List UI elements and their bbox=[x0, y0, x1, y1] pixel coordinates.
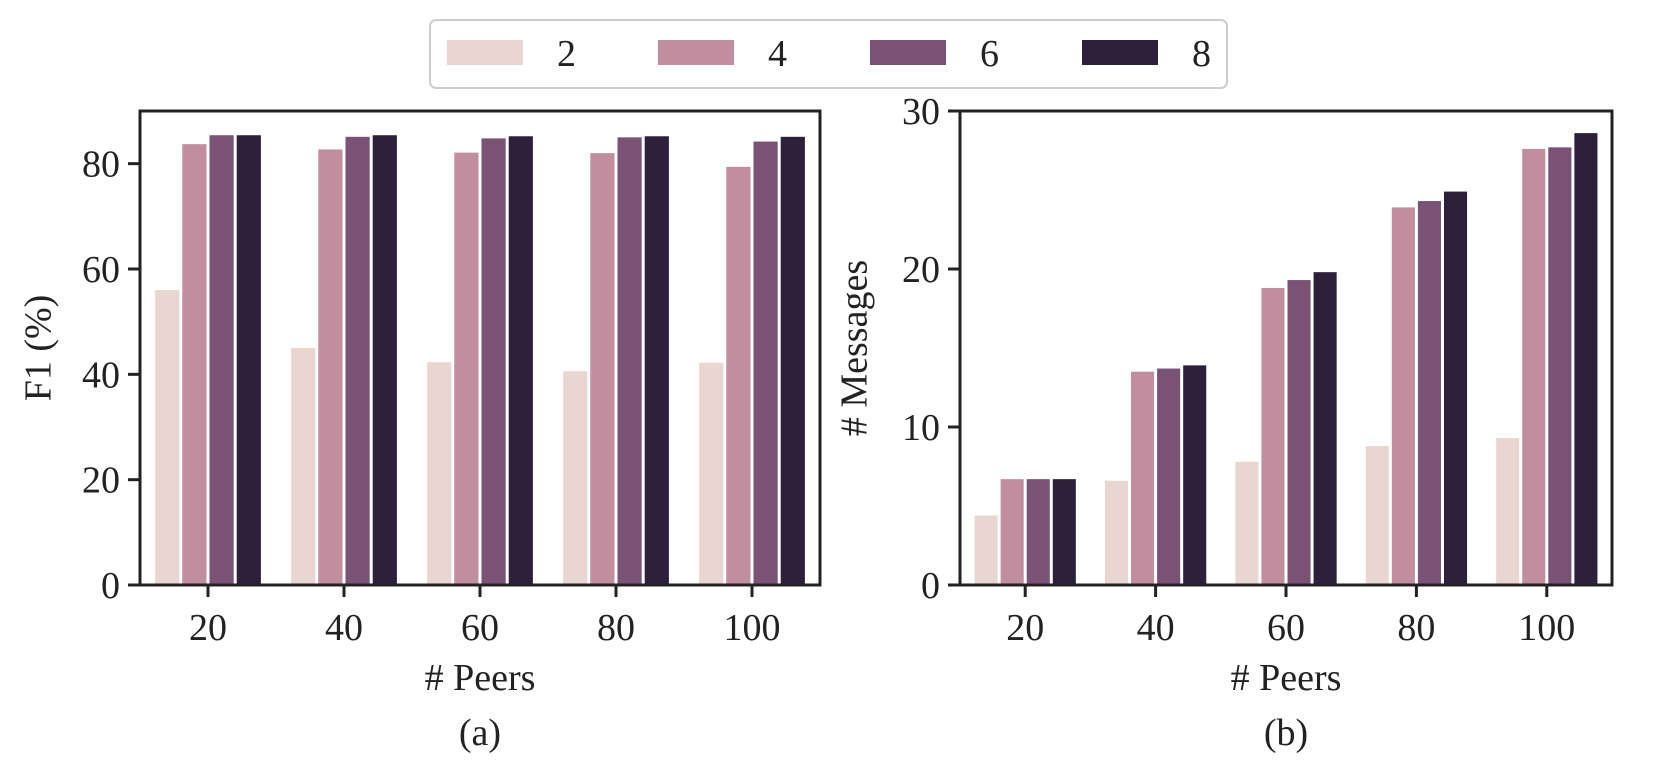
y-tick-label-a-40: 40 bbox=[82, 354, 120, 396]
y-tick-label-a-80: 80 bbox=[82, 144, 120, 186]
bar-a-20-series-4 bbox=[182, 144, 207, 585]
bar-b-100-series-8 bbox=[1574, 133, 1598, 585]
bar-b-60-series-8 bbox=[1313, 272, 1337, 585]
panel-a-bars bbox=[155, 135, 805, 586]
bar-b-60-series-4 bbox=[1261, 287, 1285, 585]
y-tick-label-b-10: 10 bbox=[902, 407, 940, 449]
panel-a-caption: (a) bbox=[459, 712, 501, 754]
bar-a-40-series-4 bbox=[318, 149, 343, 585]
bar-a-80-series-4 bbox=[590, 153, 615, 585]
bar-b-100-series-2 bbox=[1496, 438, 1520, 585]
bar-a-20-series-8 bbox=[236, 135, 261, 586]
legend-label-4: 4 bbox=[768, 33, 787, 75]
bar-b-20-series-4 bbox=[1000, 479, 1024, 585]
bar-a-100-series-4 bbox=[726, 166, 751, 585]
legend-label-8: 8 bbox=[1192, 33, 1211, 75]
bar-b-60-series-6 bbox=[1287, 280, 1311, 585]
bar-b-40-series-4 bbox=[1131, 371, 1155, 585]
panel-b: 0 10 20 30 20 40 60 80 100 # Messages # Peers (… bbox=[834, 91, 1614, 754]
legend: 2 4 6 8 bbox=[429, 19, 1228, 89]
bar-b-100-series-6 bbox=[1548, 147, 1572, 585]
x-tick-label-b-100: 100 bbox=[1518, 607, 1575, 649]
bar-a-60-series-6 bbox=[481, 138, 506, 585]
bar-a-20-series-6 bbox=[209, 135, 234, 586]
bar-b-60-series-2 bbox=[1235, 461, 1259, 585]
bar-a-60-series-4 bbox=[454, 152, 479, 586]
panel-b-caption: (b) bbox=[1264, 712, 1308, 754]
legend-swatch-6 bbox=[870, 40, 946, 65]
legend-label-6: 6 bbox=[980, 33, 999, 75]
panel-b-y-label: # Messages bbox=[834, 260, 876, 436]
bar-a-80-series-6 bbox=[617, 137, 642, 585]
bar-b-20-series-6 bbox=[1026, 479, 1050, 585]
bar-b-80-series-2 bbox=[1365, 445, 1389, 585]
x-tick-label-b-80: 80 bbox=[1397, 607, 1435, 649]
y-tick-label-a-20: 20 bbox=[82, 460, 120, 502]
bar-a-60-series-2 bbox=[427, 362, 452, 585]
x-tick-label-a-100: 100 bbox=[724, 607, 781, 649]
x-tick-label-a-20: 20 bbox=[189, 607, 227, 649]
panel-b-bars bbox=[974, 133, 1598, 586]
bar-a-40-series-8 bbox=[372, 135, 397, 586]
legend-frame bbox=[429, 19, 1228, 89]
panel-a-x-ticks: 20 40 60 80 100 bbox=[189, 585, 781, 649]
y-tick-label-a-60: 60 bbox=[82, 249, 120, 291]
bar-a-100-series-8 bbox=[780, 136, 805, 585]
x-tick-label-b-60: 60 bbox=[1267, 607, 1305, 649]
panel-a: 0 20 40 60 80 20 40 60 80 100 F1 (%) # Peers (a) bbox=[18, 109, 822, 754]
y-tick-label-a-0: 0 bbox=[101, 565, 120, 607]
x-tick-label-a-80: 80 bbox=[597, 607, 635, 649]
panel-b-x-label: # Peers bbox=[1231, 657, 1342, 699]
bar-b-20-series-2 bbox=[974, 515, 998, 585]
panel-b-x-ticks: 20 40 60 80 100 bbox=[1006, 585, 1575, 649]
y-tick-label-b-30: 30 bbox=[902, 91, 940, 133]
panel-b-axes-frame bbox=[958, 109, 1614, 587]
panel-a-axes-frame bbox=[138, 109, 822, 587]
panel-b-y-ticks: 0 10 20 30 bbox=[902, 91, 960, 607]
panel-a-x-label: # Peers bbox=[425, 657, 536, 699]
bar-a-80-series-2 bbox=[563, 371, 588, 585]
x-tick-label-b-20: 20 bbox=[1006, 607, 1044, 649]
bar-b-80-series-6 bbox=[1417, 201, 1441, 585]
bar-a-100-series-2 bbox=[699, 362, 724, 585]
bar-b-100-series-4 bbox=[1522, 148, 1546, 586]
bar-a-20-series-2 bbox=[155, 290, 180, 585]
y-tick-label-b-20: 20 bbox=[902, 249, 940, 291]
panel-a-y-label: F1 (%) bbox=[18, 295, 60, 402]
legend-swatch-2 bbox=[447, 40, 523, 65]
bar-a-80-series-8 bbox=[644, 136, 669, 585]
bar-b-80-series-4 bbox=[1391, 207, 1415, 585]
bar-a-60-series-8 bbox=[508, 136, 533, 585]
bar-b-20-series-8 bbox=[1052, 479, 1076, 585]
legend-swatch-4 bbox=[658, 40, 734, 65]
x-tick-label-b-40: 40 bbox=[1137, 607, 1175, 649]
x-tick-label-a-40: 40 bbox=[325, 607, 363, 649]
legend-swatch-8 bbox=[1082, 40, 1158, 65]
bar-b-80-series-8 bbox=[1443, 191, 1468, 585]
x-tick-label-a-60: 60 bbox=[461, 607, 499, 649]
legend-label-2: 2 bbox=[557, 33, 576, 75]
panel-a-y-ticks: 0 20 40 60 80 bbox=[82, 144, 140, 607]
bar-b-40-series-8 bbox=[1183, 365, 1207, 585]
bar-a-40-series-6 bbox=[345, 136, 370, 585]
bar-a-40-series-2 bbox=[291, 348, 316, 585]
y-tick-label-b-0: 0 bbox=[921, 565, 940, 607]
bar-b-40-series-2 bbox=[1104, 480, 1129, 585]
bar-b-40-series-6 bbox=[1157, 368, 1181, 585]
bar-a-100-series-6 bbox=[753, 141, 778, 586]
legend-items: 2 4 6 8 bbox=[447, 33, 1211, 75]
